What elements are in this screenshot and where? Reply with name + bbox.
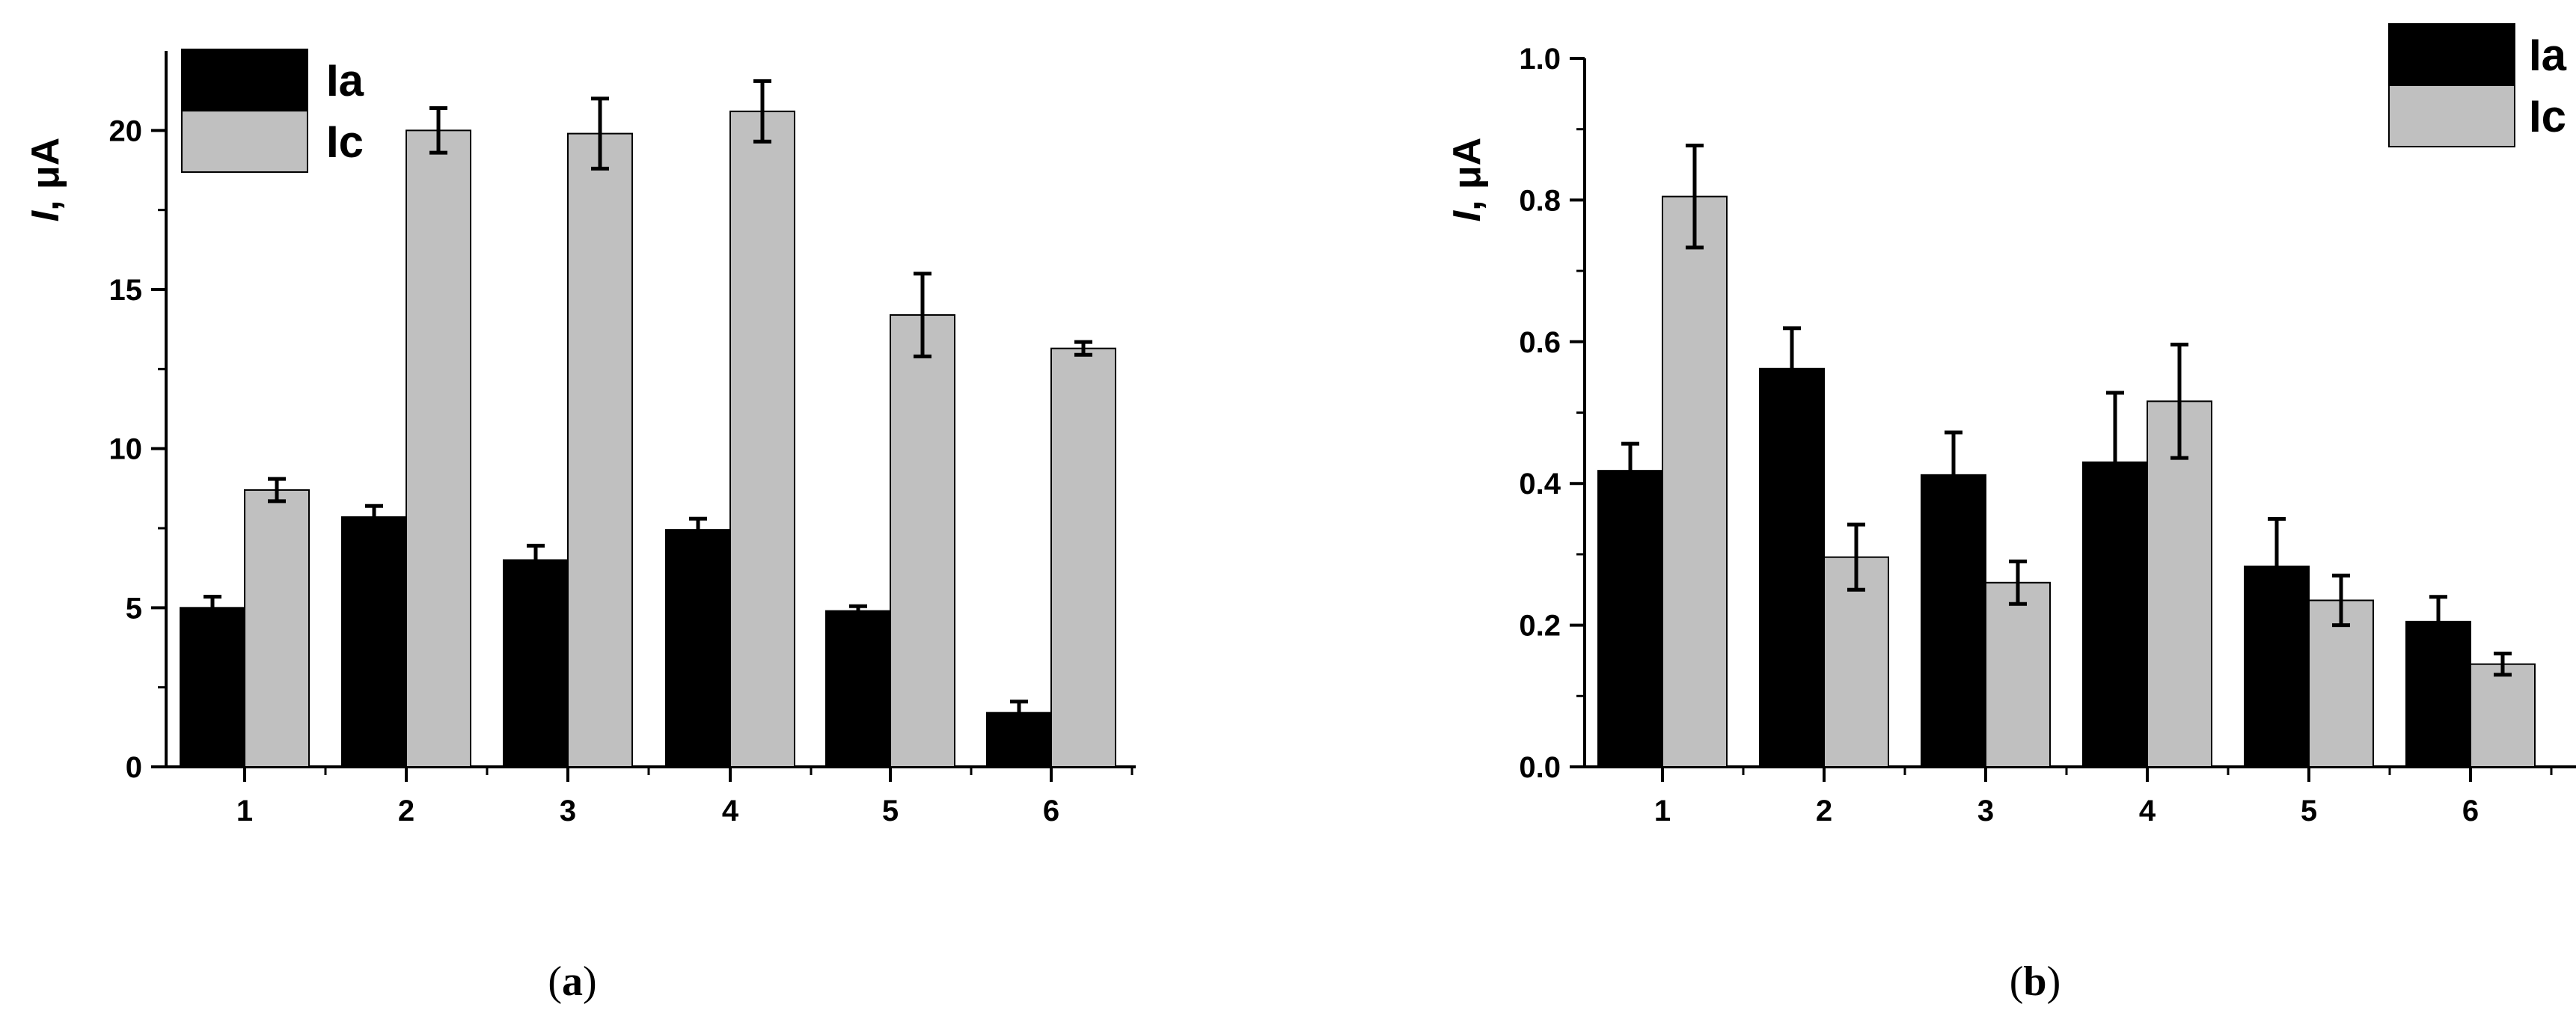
y-axis-label-a: I, μA: [24, 138, 67, 222]
x-tick-label-a: 3: [560, 795, 576, 827]
y-tick-label-a: 5: [126, 592, 142, 625]
x-tick-label-b: 3: [1977, 795, 1994, 827]
bar-ia-a: [503, 559, 569, 768]
bar-ic-a: [244, 489, 310, 768]
y-tick-label-b: 0.2: [1519, 610, 1561, 643]
y-tick-label-a: 0: [126, 751, 142, 784]
y-tick-label-b: 0.4: [1519, 468, 1561, 501]
bar-ic-b: [2470, 663, 2536, 768]
bar-ic-a: [1050, 347, 1116, 768]
bar-ia-b: [1759, 367, 1825, 768]
bar-ia-b: [1597, 470, 1663, 768]
x-tick-label-a: 1: [236, 795, 253, 827]
x-tick-label-a: 5: [882, 795, 899, 827]
caption-b: (b): [2010, 958, 2061, 1005]
caption-a-letter: a: [562, 958, 583, 1005]
x-tick-label-b: 2: [1816, 795, 1832, 827]
caption-a: (a): [548, 958, 596, 1005]
y-axis-label-symbol-b: I: [1445, 209, 1489, 221]
x-tick-label-b: 5: [2301, 795, 2317, 827]
legend-label-ic-a: Ic: [326, 117, 364, 167]
y-axis-label-b: I, μA: [1445, 138, 1489, 222]
bar-ic-b: [2308, 599, 2374, 768]
bar-ia-a: [825, 610, 891, 768]
y-tick-label-a: 15: [109, 274, 143, 307]
legend-label-ia-b: Ia: [2529, 30, 2567, 80]
y-axis-label-unit-b: , μA: [1445, 138, 1489, 211]
x-tick-label-b: 1: [1654, 795, 1671, 827]
panel-a-chart: 0 5 10 15 20 I, μA 1 2 3 4 5 6 Ia Ic: [24, 49, 1136, 827]
bar-ic-a: [567, 132, 633, 768]
bar-ic-a: [890, 314, 955, 768]
bar-ic-b: [1985, 581, 2051, 768]
legend-swatch-ic-a: [181, 110, 308, 173]
bar-ic-b: [2147, 400, 2212, 768]
y-axis-label-unit-a: , μA: [24, 138, 67, 211]
legend-swatch-ia-b: [2388, 23, 2515, 86]
y-tick-label-a: 20: [109, 114, 143, 147]
y-tick-label-b: 0.6: [1519, 326, 1561, 359]
y-tick-label-b: 0.8: [1519, 184, 1561, 217]
legend-label-ia-a: Ia: [326, 55, 364, 105]
x-tick-label-a: 2: [398, 795, 414, 827]
panel-b-chart: 0.0 0.2 0.4 0.6 0.8 1.0 I, μA 1 2 3 4 5 6 Ia Ic: [1445, 23, 2576, 827]
x-tick-label-b: 4: [2139, 795, 2156, 827]
bar-ia-a: [341, 516, 407, 768]
bar-ia-b: [1921, 474, 1986, 768]
x-tick-label-a: 6: [1043, 795, 1059, 827]
legend-swatch-ic-b: [2388, 85, 2515, 147]
legend-swatch-ia-a: [181, 49, 308, 111]
y-tick-label-b: 1.0: [1519, 43, 1561, 76]
y-tick-label-b: 0.0: [1519, 751, 1561, 784]
bar-ic-a: [729, 110, 795, 768]
caption-b-letter: b: [2023, 958, 2046, 1005]
legend-label-ic-b: Ic: [2529, 91, 2566, 141]
bar-ia-a: [665, 529, 731, 768]
bar-ic-a: [406, 129, 471, 768]
bar-ic-b: [1662, 195, 1728, 768]
bar-ia-a: [180, 607, 245, 768]
x-tick-label-a: 4: [722, 795, 739, 827]
y-tick-label-a: 10: [109, 433, 143, 466]
x-tick-label-b: 6: [2462, 795, 2479, 827]
y-axis-label-symbol-a: I: [24, 209, 67, 221]
